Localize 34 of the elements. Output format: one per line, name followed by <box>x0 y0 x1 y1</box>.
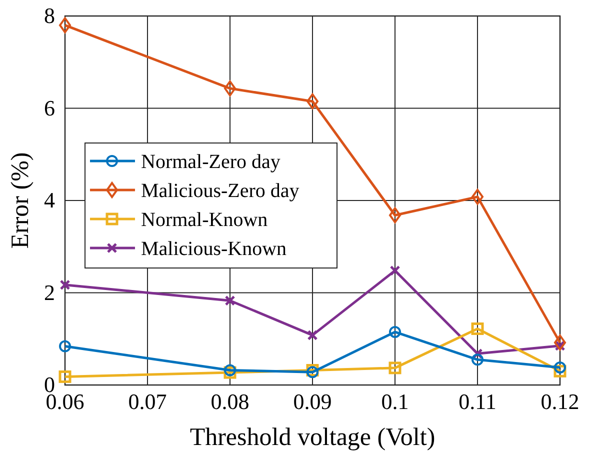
point <box>60 280 70 290</box>
point <box>388 362 402 374</box>
point <box>554 361 566 374</box>
point <box>224 80 236 96</box>
point <box>389 207 401 224</box>
point <box>59 340 71 352</box>
x-axis-title: Threshold voltage (Volt) <box>190 424 436 451</box>
point <box>390 265 400 276</box>
y-tick-label: 6 <box>44 95 55 120</box>
x-tick-label: 0.1 <box>381 389 409 414</box>
point <box>554 334 566 351</box>
point <box>471 322 484 335</box>
point <box>224 295 236 306</box>
point <box>59 17 71 34</box>
point <box>472 188 484 205</box>
y-tick-label: 2 <box>44 280 55 305</box>
legend-label: Normal-Known <box>141 209 268 231</box>
x-tick-label: 0.08 <box>210 389 250 414</box>
point <box>389 326 401 338</box>
y-tick-label: 8 <box>44 3 55 28</box>
point <box>58 370 72 383</box>
point <box>307 330 318 340</box>
x-tick-label: 0.07 <box>128 389 167 414</box>
legend-label: Normal-Zero day <box>141 151 280 173</box>
y-axis-title: Error (%) <box>7 152 34 249</box>
legend-label: Malicious-Zero day <box>141 180 300 202</box>
x-tick-label: 0.09 <box>293 389 332 414</box>
y-tick-label: 4 <box>44 188 55 212</box>
point <box>472 354 484 366</box>
x-tick-label: 0.12 <box>540 389 580 414</box>
legend-label: Malicious-Known <box>141 238 287 260</box>
x-tick-label: 0.11 <box>458 389 496 414</box>
point <box>306 93 318 110</box>
point <box>224 364 236 376</box>
